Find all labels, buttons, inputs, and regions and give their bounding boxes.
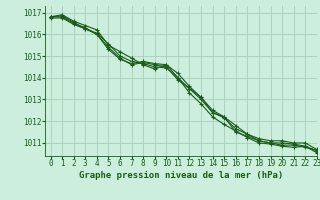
X-axis label: Graphe pression niveau de la mer (hPa): Graphe pression niveau de la mer (hPa) (79, 171, 283, 180)
